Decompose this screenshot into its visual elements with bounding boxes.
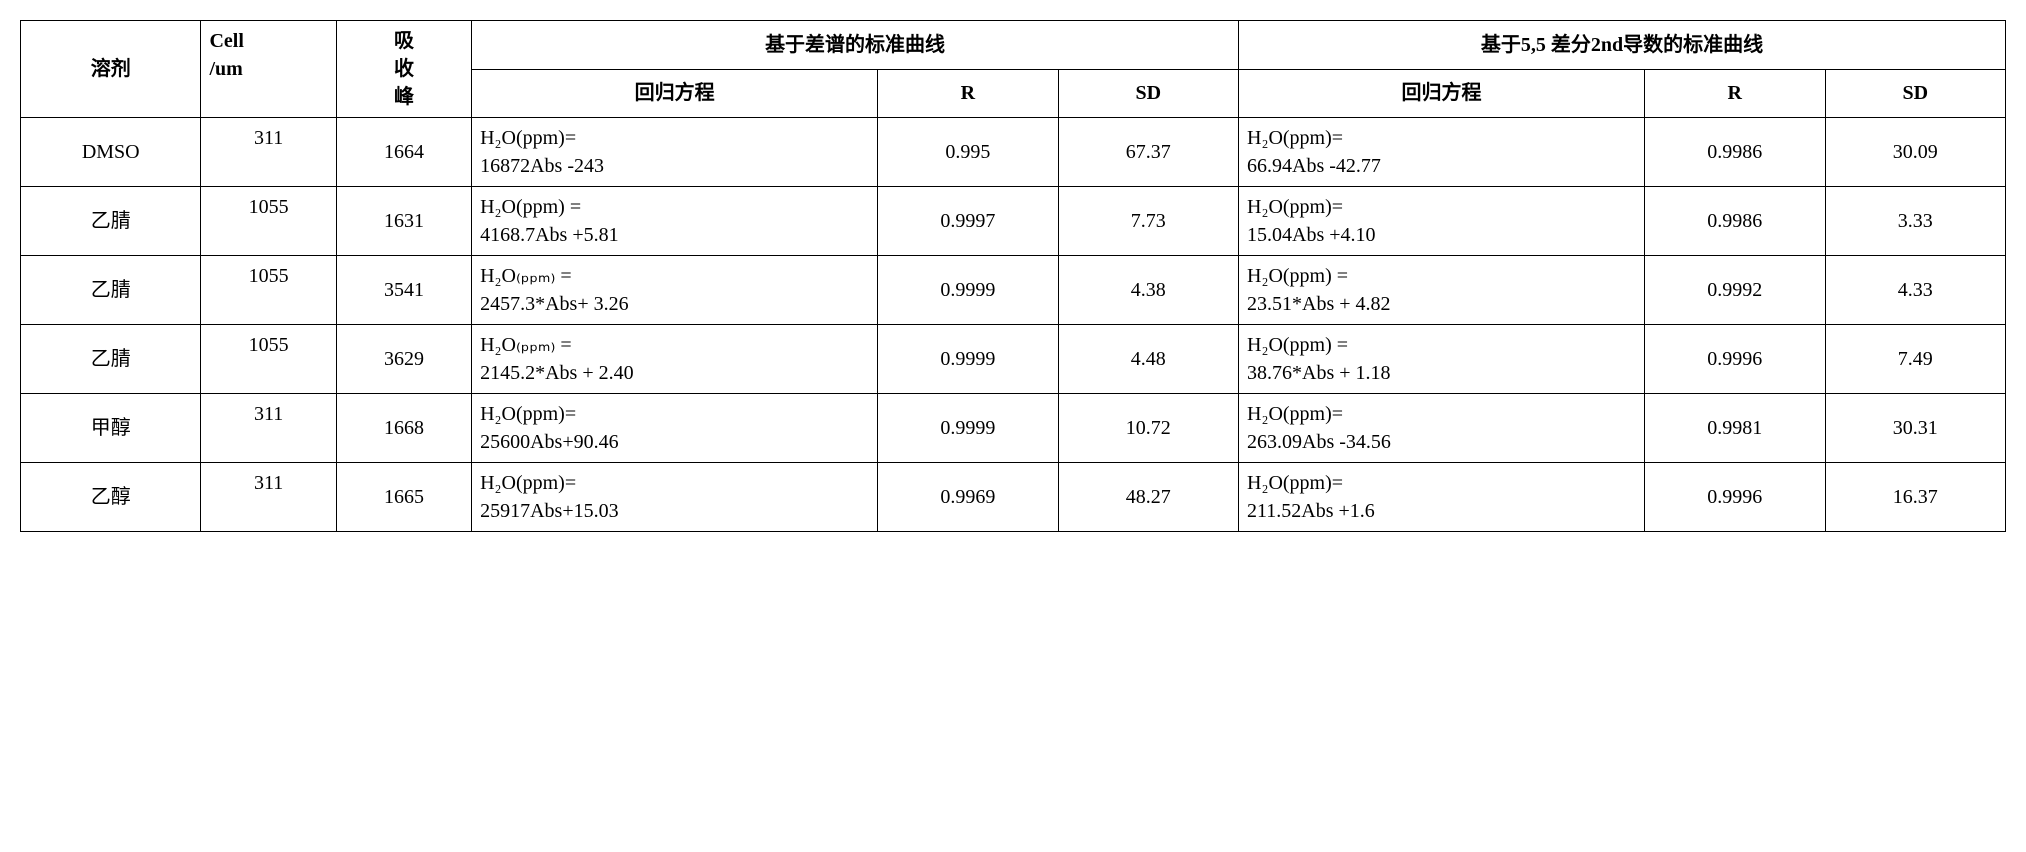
cell-sd-a: 48.27 [1058, 463, 1238, 532]
cell-abs-peak: 1631 [336, 187, 471, 256]
cell-eq-a: H₂O(ppm)=25600Abs+90.46 [472, 394, 878, 463]
table-row: 乙醇3111665H₂O(ppm)=25917Abs+15.030.996948… [21, 463, 2006, 532]
col-sd-a: SD [1058, 69, 1238, 118]
cell-sd-b: 3.33 [1825, 187, 2006, 256]
cell-cell-um: 311 [201, 394, 336, 463]
col-group-b: 基于5,5 差分2nd导数的标准曲线 [1239, 21, 2006, 70]
col-eq-b: 回归方程 [1239, 69, 1645, 118]
cell-eq-b: H₂O(ppm)=211.52Abs +1.6 [1239, 463, 1645, 532]
cell-sd-a: 10.72 [1058, 394, 1238, 463]
abs-peak-l3: 峰 [394, 86, 414, 108]
col-r-a: R [878, 69, 1058, 118]
cell-sd-b: 7.49 [1825, 325, 2006, 394]
cell-abs-peak: 3541 [336, 256, 471, 325]
col-cell-um: Cell /um [201, 21, 336, 118]
table-row: 甲醇3111668H₂O(ppm)=25600Abs+90.460.999910… [21, 394, 2006, 463]
cell-r-a: 0.995 [878, 118, 1058, 187]
cell-eq-a: H₂O(ppm) =4168.7Abs +5.81 [472, 187, 878, 256]
cell-sd-a: 7.73 [1058, 187, 1238, 256]
cell-cell-um: 311 [201, 463, 336, 532]
cell-abs-peak: 1664 [336, 118, 471, 187]
cell-abs-peak: 3629 [336, 325, 471, 394]
col-abs-peak: 吸 收 峰 [336, 21, 471, 118]
cell-r-a: 0.9997 [878, 187, 1058, 256]
table-row: DMSO3111664H₂O(ppm)=16872Abs -2430.99567… [21, 118, 2006, 187]
cell-cell-um: 1055 [201, 256, 336, 325]
cell-eq-a: H₂O(ppm)=25917Abs+15.03 [472, 463, 878, 532]
cell-r-b: 0.9986 [1645, 187, 1825, 256]
cell-um-l2: /um [209, 58, 242, 80]
cell-solvent: 乙腈 [21, 187, 201, 256]
table-row: 乙腈10551631H₂O(ppm) =4168.7Abs +5.810.999… [21, 187, 2006, 256]
cell-sd-b: 30.31 [1825, 394, 2006, 463]
cell-solvent: 乙腈 [21, 325, 201, 394]
cell-abs-peak: 1665 [336, 463, 471, 532]
cell-sd-a: 4.48 [1058, 325, 1238, 394]
abs-peak-l2: 收 [394, 58, 414, 80]
cell-r-b: 0.9996 [1645, 325, 1825, 394]
cell-r-b: 0.9981 [1645, 394, 1825, 463]
col-solvent: 溶剂 [21, 21, 201, 118]
cell-um-l1: Cell [209, 30, 243, 52]
cell-solvent: DMSO [21, 118, 201, 187]
cell-cell-um: 1055 [201, 187, 336, 256]
cell-eq-b: H₂O(ppm)=263.09Abs -34.56 [1239, 394, 1645, 463]
abs-peak-l1: 吸 [394, 30, 414, 52]
cell-eq-b: H₂O(ppm)=66.94Abs -42.77 [1239, 118, 1645, 187]
cell-r-b: 0.9986 [1645, 118, 1825, 187]
cell-solvent: 甲醇 [21, 394, 201, 463]
table-row: 乙腈10553541H₂O₍ₚₚₘ₎ =2457.3*Abs+ 3.260.99… [21, 256, 2006, 325]
header-row-1: 溶剂 Cell /um 吸 收 峰 基于差谱的标准曲线 基于5,5 差分2nd导… [21, 21, 2006, 70]
cell-r-a: 0.9999 [878, 394, 1058, 463]
cell-eq-a: H₂O₍ₚₚₘ₎ =2457.3*Abs+ 3.26 [472, 256, 878, 325]
cell-eq-a: H₂O(ppm)=16872Abs -243 [472, 118, 878, 187]
col-r-b: R [1645, 69, 1825, 118]
calibration-table: 溶剂 Cell /um 吸 收 峰 基于差谱的标准曲线 基于5,5 差分2nd导… [20, 20, 2006, 532]
cell-sd-a: 67.37 [1058, 118, 1238, 187]
cell-sd-b: 30.09 [1825, 118, 2006, 187]
col-sd-b: SD [1825, 69, 2006, 118]
cell-r-a: 0.9999 [878, 325, 1058, 394]
cell-cell-um: 311 [201, 118, 336, 187]
cell-sd-b: 4.33 [1825, 256, 2006, 325]
cell-eq-b: H₂O(ppm) =38.76*Abs + 1.18 [1239, 325, 1645, 394]
col-group-a: 基于差谱的标准曲线 [472, 21, 1239, 70]
cell-abs-peak: 1668 [336, 394, 471, 463]
cell-r-b: 0.9992 [1645, 256, 1825, 325]
cell-r-a: 0.9969 [878, 463, 1058, 532]
cell-eq-a: H₂O₍ₚₚₘ₎ =2145.2*Abs + 2.40 [472, 325, 878, 394]
table-row: 乙腈10553629H₂O₍ₚₚₘ₎ =2145.2*Abs + 2.400.9… [21, 325, 2006, 394]
cell-sd-b: 16.37 [1825, 463, 2006, 532]
cell-r-b: 0.9996 [1645, 463, 1825, 532]
cell-eq-b: H₂O(ppm)=15.04Abs +4.10 [1239, 187, 1645, 256]
cell-r-a: 0.9999 [878, 256, 1058, 325]
cell-solvent: 乙腈 [21, 256, 201, 325]
table-body: DMSO3111664H₂O(ppm)=16872Abs -2430.99567… [21, 118, 2006, 532]
cell-cell-um: 1055 [201, 325, 336, 394]
col-eq-a: 回归方程 [472, 69, 878, 118]
cell-eq-b: H₂O(ppm) =23.51*Abs + 4.82 [1239, 256, 1645, 325]
cell-solvent: 乙醇 [21, 463, 201, 532]
cell-sd-a: 4.38 [1058, 256, 1238, 325]
